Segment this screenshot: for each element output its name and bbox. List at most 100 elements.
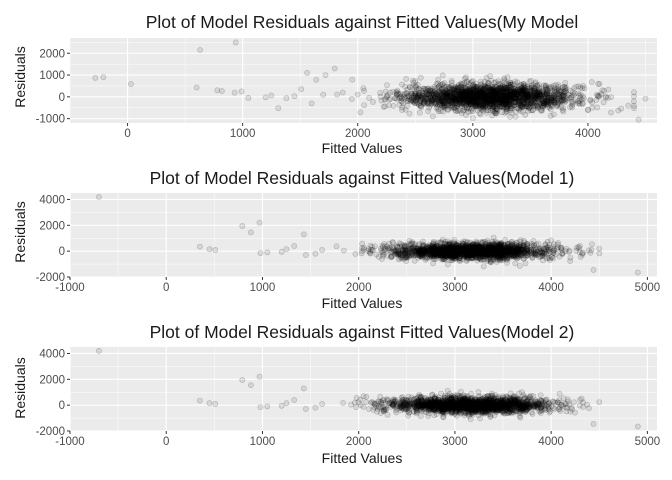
data-point bbox=[556, 97, 563, 104]
data-point bbox=[486, 103, 493, 110]
data-point-outlier bbox=[590, 266, 597, 273]
data-point bbox=[546, 92, 553, 99]
chart-title: Plot of Model Residuals against Fitted V… bbox=[150, 168, 575, 188]
x-tick-label: 1000 bbox=[230, 128, 256, 140]
data-point bbox=[366, 95, 372, 101]
data-point bbox=[508, 105, 515, 112]
data-point bbox=[359, 245, 365, 252]
data-point bbox=[479, 90, 486, 97]
data-point bbox=[389, 253, 396, 260]
data-point bbox=[560, 97, 567, 104]
data-point bbox=[435, 102, 441, 108]
data-point bbox=[398, 95, 405, 102]
data-point bbox=[417, 95, 424, 101]
data-point bbox=[596, 245, 603, 252]
data-point bbox=[397, 91, 403, 97]
data-point-outlier bbox=[92, 75, 99, 81]
data-point bbox=[424, 100, 431, 106]
data-point bbox=[573, 83, 580, 90]
data-point bbox=[477, 78, 484, 85]
data-point bbox=[478, 96, 485, 103]
data-point bbox=[517, 108, 524, 114]
data-point bbox=[480, 107, 487, 114]
data-point-outlier bbox=[298, 86, 305, 93]
data-point bbox=[489, 112, 496, 119]
data-point bbox=[603, 93, 609, 100]
data-point bbox=[404, 252, 410, 259]
data-point bbox=[496, 99, 502, 106]
data-point-outlier bbox=[232, 39, 239, 46]
data-point-outlier bbox=[642, 95, 649, 102]
data-point-outlier bbox=[96, 193, 102, 200]
data-point bbox=[550, 245, 557, 252]
data-point bbox=[517, 238, 523, 245]
data-point bbox=[439, 96, 446, 103]
data-point bbox=[625, 102, 632, 109]
data-point bbox=[373, 251, 380, 258]
data-point-outlier bbox=[635, 116, 642, 123]
data-point bbox=[533, 241, 540, 248]
data-point bbox=[576, 92, 583, 99]
data-point bbox=[548, 237, 555, 244]
data-point bbox=[357, 109, 364, 116]
data-point bbox=[547, 112, 554, 119]
data-point-outlier bbox=[275, 105, 282, 112]
data-point-outlier bbox=[245, 95, 252, 101]
data-point bbox=[492, 238, 499, 245]
data-point bbox=[444, 93, 451, 100]
data-point bbox=[425, 92, 432, 98]
data-point bbox=[385, 102, 392, 109]
x-tick-label: 3000 bbox=[442, 282, 468, 294]
data-point bbox=[461, 246, 468, 252]
data-point bbox=[585, 247, 592, 254]
data-point bbox=[517, 102, 524, 108]
data-point bbox=[434, 85, 440, 92]
data-point bbox=[500, 92, 506, 99]
data-point bbox=[499, 95, 506, 102]
data-point bbox=[371, 243, 378, 250]
data-point-outlier bbox=[128, 81, 134, 87]
data-point bbox=[361, 102, 368, 108]
data-point bbox=[491, 100, 498, 107]
data-point bbox=[483, 91, 490, 97]
data-point bbox=[418, 251, 425, 257]
data-point bbox=[598, 91, 605, 97]
data-point bbox=[631, 93, 637, 100]
data-point bbox=[439, 72, 446, 79]
data-point bbox=[478, 102, 484, 109]
data-point bbox=[434, 93, 441, 99]
data-point bbox=[572, 97, 579, 104]
plot-area bbox=[70, 347, 657, 431]
data-point bbox=[589, 104, 596, 111]
panel-model-1: Plot of Model Residuals against Fitted V… bbox=[12, 168, 660, 311]
data-point bbox=[481, 89, 488, 95]
data-point bbox=[334, 91, 340, 98]
data-point bbox=[454, 94, 460, 100]
data-point bbox=[361, 87, 367, 94]
data-point bbox=[548, 103, 555, 110]
data-point bbox=[450, 89, 457, 96]
data-point bbox=[452, 97, 458, 104]
data-point bbox=[518, 84, 525, 91]
data-point-outlier bbox=[218, 88, 225, 94]
data-point bbox=[498, 89, 505, 96]
data-point bbox=[555, 86, 562, 92]
data-point bbox=[403, 76, 410, 82]
data-point bbox=[476, 94, 483, 101]
data-point bbox=[497, 92, 504, 99]
data-point bbox=[494, 92, 501, 99]
data-point bbox=[548, 254, 555, 261]
data-point bbox=[462, 238, 469, 245]
data-point bbox=[541, 102, 547, 109]
x-axis-title: Fitted Values bbox=[322, 140, 403, 156]
data-point bbox=[450, 96, 457, 103]
data-point bbox=[430, 260, 436, 267]
data-point bbox=[431, 94, 438, 101]
gridlines bbox=[69, 38, 657, 123]
data-point bbox=[596, 250, 603, 257]
data-point bbox=[463, 97, 470, 103]
panel-my-model: Plot of Model Residuals against Fitted V… bbox=[12, 12, 657, 156]
data-point bbox=[512, 81, 518, 88]
data-point bbox=[534, 93, 540, 99]
data-point bbox=[367, 249, 374, 256]
